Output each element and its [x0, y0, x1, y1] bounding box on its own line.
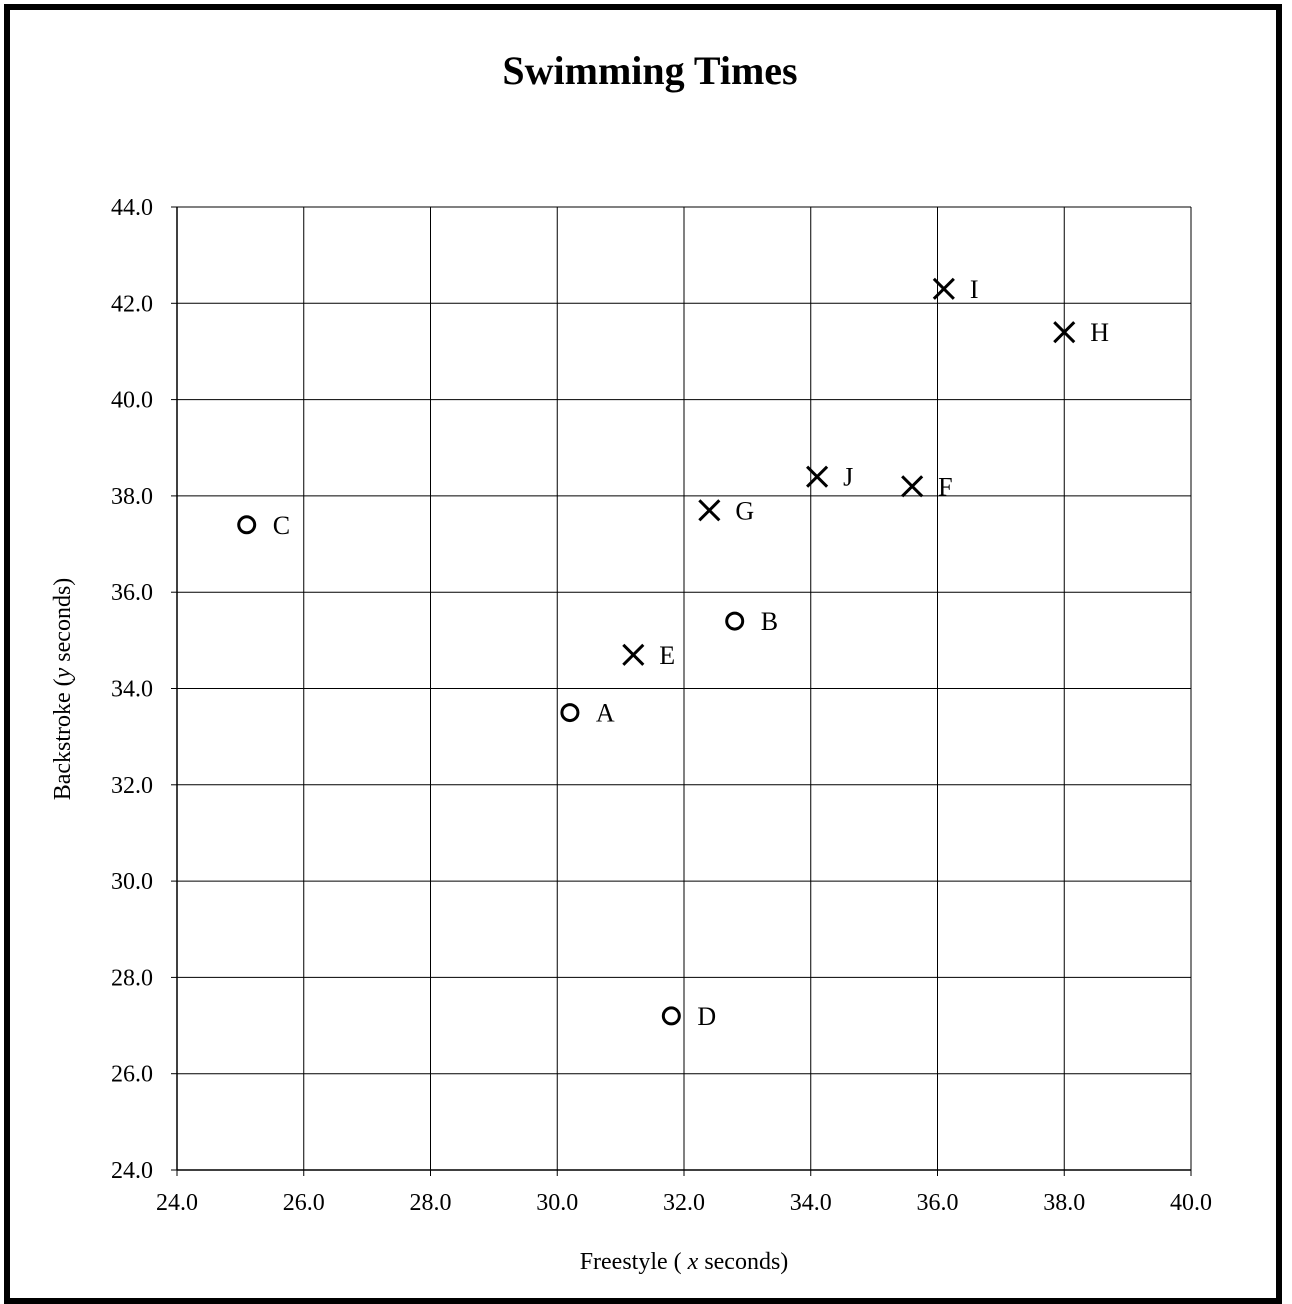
point-label: A	[596, 699, 615, 728]
data-point-d: D	[661, 1002, 716, 1031]
y-axis-label-prefix: Backstroke (	[50, 678, 76, 800]
x-axis-label: Freestyle ( x seconds)	[580, 1249, 789, 1275]
x-tick-label: 38.0	[1043, 1190, 1085, 1216]
data-point-e: E	[622, 641, 675, 670]
y-tick-label: 30.0	[111, 869, 153, 895]
chart-title: Swimming Times	[502, 48, 797, 93]
x-tick-label: 40.0	[1170, 1190, 1212, 1216]
y-tick-label: 38.0	[111, 484, 153, 510]
point-label: J	[843, 463, 853, 492]
x-tick-label: 32.0	[663, 1190, 705, 1216]
chart-frame	[4, 4, 1282, 1304]
data-point-b: B	[725, 607, 778, 636]
x-axis-label-prefix: Freestyle (	[580, 1249, 688, 1275]
x-tick-labels: 24.0 26.0 28.0 30.0 32.0 34.0 36.0 38.0 40.0	[156, 1190, 1212, 1216]
y-axis-label: Backstroke (y seconds)	[50, 578, 76, 801]
cross-marker-stroke	[1053, 321, 1076, 344]
y-axis-label-var: y	[50, 667, 76, 680]
y-axis-label-suffix: seconds)	[50, 578, 76, 668]
axes	[171, 206, 1192, 1176]
cross-marker-stroke	[698, 499, 721, 522]
x-tick-label: 24.0	[156, 1190, 198, 1216]
data-point-a: A	[560, 699, 615, 728]
point-label: F	[938, 472, 952, 501]
data-point-j: J	[806, 463, 853, 492]
y-tick-label: 44.0	[111, 195, 153, 221]
x-tick-label: 34.0	[790, 1190, 832, 1216]
point-label: H	[1090, 318, 1109, 347]
data-point-i: I	[932, 275, 979, 304]
cross-marker-stroke	[622, 643, 645, 666]
x-tick-label: 30.0	[536, 1190, 578, 1216]
y-tick-label: 28.0	[111, 965, 153, 991]
y-tick-label: 34.0	[111, 677, 153, 703]
y-tick-label: 32.0	[111, 773, 153, 799]
x-tick-label: 28.0	[410, 1190, 452, 1216]
data-points: A B C D E F G H I J	[237, 275, 1109, 1031]
point-label: E	[659, 641, 675, 670]
data-point-c: C	[237, 511, 290, 540]
y-tick-label: 26.0	[111, 1062, 153, 1088]
circle-marker	[560, 703, 580, 723]
x-tick-label: 26.0	[283, 1190, 325, 1216]
cross-marker-stroke	[901, 475, 924, 498]
cross-marker-stroke	[806, 465, 829, 488]
y-tick-label: 42.0	[111, 291, 153, 317]
y-tick-label: 36.0	[111, 580, 153, 606]
x-axis-label-var: x	[687, 1249, 699, 1275]
point-label: B	[761, 607, 778, 636]
point-label: C	[273, 511, 290, 540]
x-axis-label-suffix: seconds)	[698, 1249, 788, 1275]
grid-lines	[176, 206, 1192, 1171]
data-point-h: H	[1053, 318, 1109, 347]
point-label: D	[697, 1002, 716, 1031]
y-tick-label: 40.0	[111, 388, 153, 414]
point-label: G	[735, 496, 754, 525]
circle-marker	[237, 515, 257, 535]
x-tick-label: 36.0	[917, 1190, 959, 1216]
y-tick-label: 24.0	[111, 1158, 153, 1184]
point-label: I	[970, 275, 979, 304]
y-tick-labels: 24.0 26.0 28.0 30.0 32.0 34.0 36.0 38.0 40.0 42.0…	[111, 195, 153, 1184]
circle-marker	[661, 1006, 681, 1026]
circle-marker	[725, 611, 745, 631]
cross-marker-stroke	[932, 277, 955, 300]
data-point-f: F	[901, 472, 953, 501]
data-point-g: G	[698, 496, 754, 525]
